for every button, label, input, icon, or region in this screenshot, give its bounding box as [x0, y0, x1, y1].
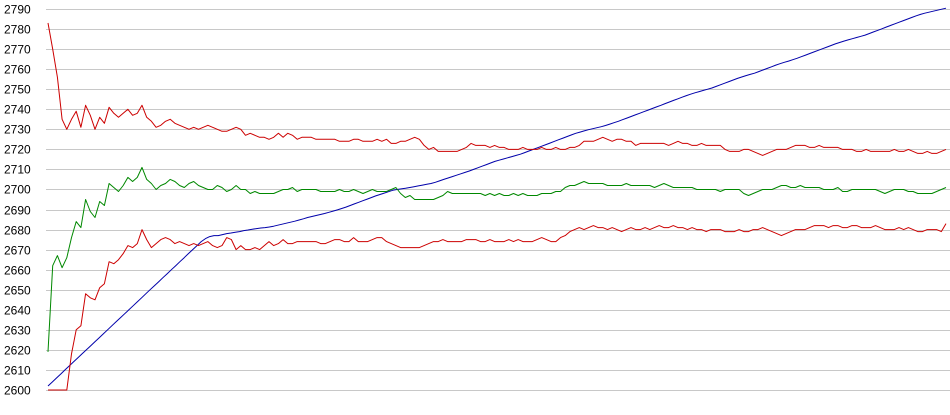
y-tick-label: 2670	[4, 244, 31, 258]
y-tick-label: 2640	[4, 304, 31, 318]
y-tick-label: 2600	[4, 384, 31, 398]
y-tick-label: 2760	[4, 63, 31, 77]
y-tick-label: 2790	[4, 3, 31, 17]
y-tick-label: 2730	[4, 123, 31, 137]
y-tick-label: 2630	[4, 324, 31, 338]
y-tick-label: 2750	[4, 83, 31, 97]
series-line-1	[47, 7, 947, 387]
y-tick-label: 2740	[4, 103, 31, 117]
y-tick-label: 2780	[4, 23, 31, 37]
y-tick-label: 2710	[4, 163, 31, 177]
y-tick-label: 2620	[4, 344, 31, 358]
series-lines	[47, 7, 947, 391]
series-line-3	[47, 166, 947, 352]
y-tick-label: 2700	[4, 183, 31, 197]
y-tick-label: 2650	[4, 284, 31, 298]
horizontal-gridlines	[46, 9, 950, 391]
y-tick-label: 2610	[4, 364, 31, 378]
y-tick-label: 2720	[4, 143, 31, 157]
y-tick-label: 2680	[4, 224, 31, 238]
series-line-4	[48, 223, 947, 391]
y-tick-label: 2770	[4, 43, 31, 57]
y-axis-tick-labels: 2600 2610 2620 2630 2640 2650 2660 2670 2680 2690…	[4, 3, 31, 398]
y-tick-label: 2690	[4, 204, 31, 218]
series-line-2	[47, 22, 947, 156]
y-tick-label: 2660	[4, 264, 31, 278]
